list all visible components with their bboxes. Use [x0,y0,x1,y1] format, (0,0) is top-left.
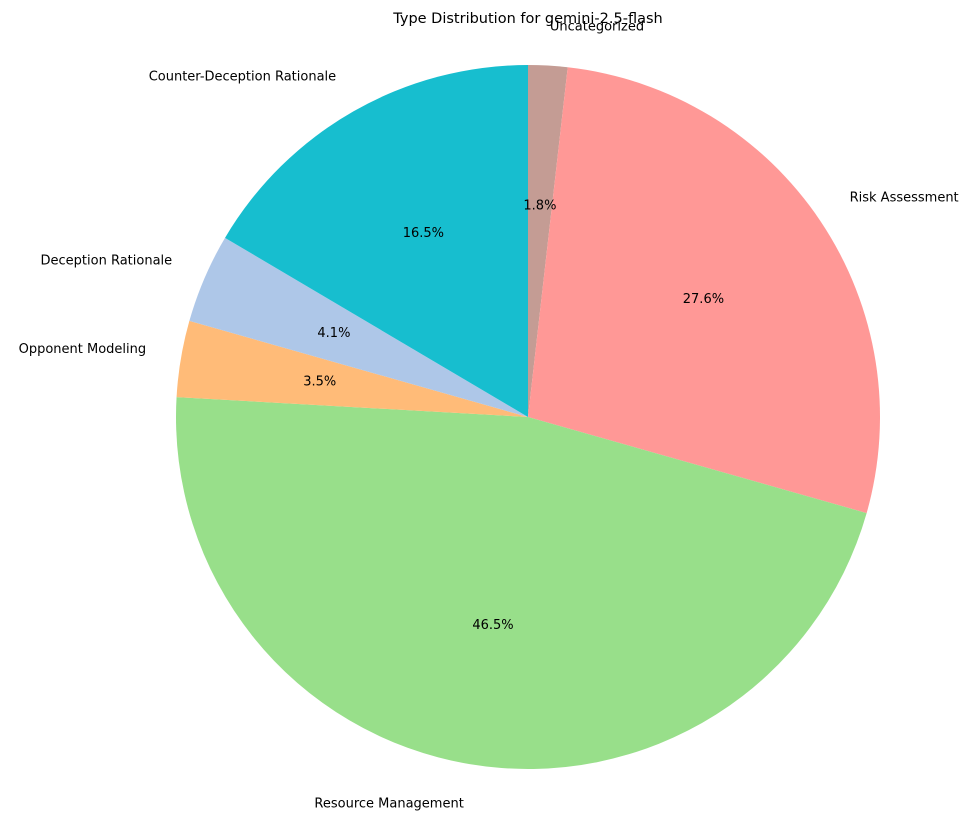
slice-deception-rationale [189,237,528,417]
pct-label-risk-assessment: 27.6% [683,292,724,307]
slice-opponent-modeling [176,320,528,417]
category-label-counter-deception-rationale: Counter-Deception Rationale [149,70,336,85]
slice-uncategorized [528,65,568,417]
pie-labels: 1.8% Uncategorized 27.6% Risk Assessment 46.… [19,19,959,811]
category-label-opponent-modeling: Opponent Modeling [19,342,147,357]
category-label-uncategorized: Uncategorized [550,19,644,34]
category-label-risk-assessment: Risk Assessment [850,190,959,205]
slice-counter-deception-rationale [225,65,529,417]
slice-resource-management [176,397,867,770]
pct-label-deception-rationale: 4.1% [317,326,350,341]
pct-label-counter-deception-rationale: 16.5% [403,226,444,241]
chart-title: Type Distribution for gemini-2.5-flash [392,11,662,27]
category-label-deception-rationale: Deception Rationale [41,253,173,268]
pct-label-resource-management: 46.5% [472,618,513,633]
pct-label-uncategorized: 1.8% [523,199,556,214]
pie-slices [176,65,880,770]
slice-risk-assessment [528,67,880,514]
pct-label-opponent-modeling: 3.5% [303,374,336,389]
category-label-resource-management: Resource Management [314,797,463,812]
